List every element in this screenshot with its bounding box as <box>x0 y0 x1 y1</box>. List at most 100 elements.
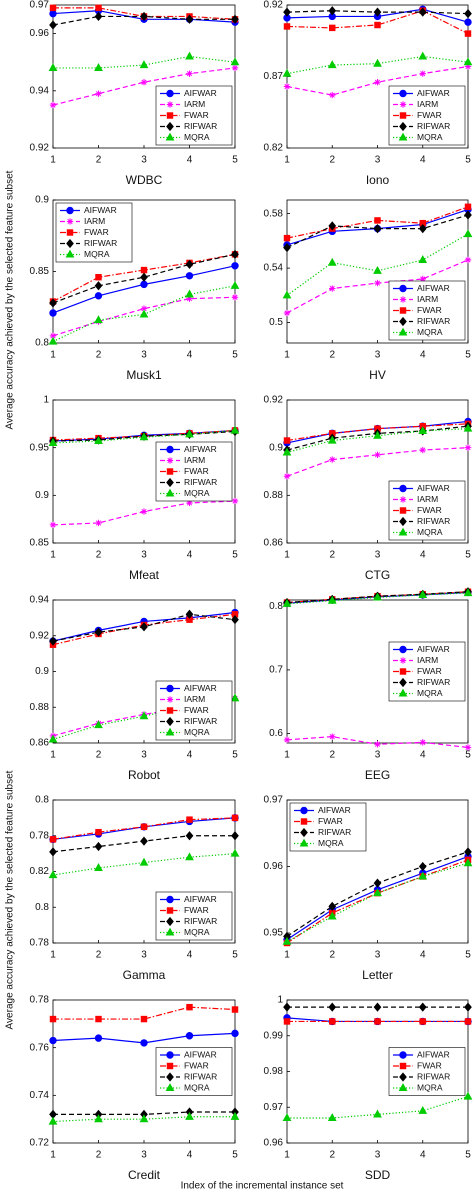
y-tick-label: 0.92 <box>30 630 50 641</box>
marker <box>399 316 407 327</box>
marker <box>328 6 337 16</box>
marker <box>463 229 473 238</box>
marker <box>282 290 292 299</box>
marker <box>329 91 336 99</box>
y-tick-label: 0.6 <box>269 728 283 739</box>
legend-label: AIFWAR <box>84 205 117 215</box>
marker <box>464 8 472 19</box>
marker <box>300 827 308 838</box>
legend-label: AIFWAR <box>417 283 450 293</box>
marker <box>328 221 337 231</box>
marker <box>165 1083 175 1092</box>
x-tick-label: 5 <box>465 1150 471 1161</box>
marker <box>283 83 291 90</box>
marker <box>418 590 428 598</box>
x-tick-label: 1 <box>50 155 56 166</box>
marker <box>231 497 239 505</box>
marker <box>66 229 74 236</box>
legend-label: FWAR <box>184 905 209 915</box>
y-tick-label: 0.95 <box>264 928 284 939</box>
marker <box>230 848 240 857</box>
marker <box>399 1062 407 1070</box>
x-tick-label: 1 <box>50 950 56 961</box>
marker <box>231 262 239 270</box>
marker <box>186 70 193 77</box>
marker <box>398 688 408 697</box>
marker <box>283 243 291 253</box>
marker <box>398 527 408 536</box>
marker <box>49 4 57 12</box>
marker <box>185 51 194 60</box>
subplot-title: EEG <box>365 768 390 782</box>
marker <box>329 285 336 292</box>
x-tick-label: 2 <box>329 350 335 361</box>
marker <box>166 716 174 727</box>
marker <box>166 121 174 132</box>
marker <box>140 823 148 831</box>
y-tick-label: 0.82 <box>264 143 284 154</box>
marker <box>329 456 336 463</box>
legend-label: IARM <box>417 99 438 109</box>
legend-label: FWAR <box>84 227 109 237</box>
series-line <box>286 447 469 477</box>
marker <box>166 468 174 475</box>
marker <box>166 707 174 714</box>
y-tick-label: 0.98 <box>264 1066 284 1077</box>
marker <box>399 101 407 108</box>
marker <box>49 1015 57 1023</box>
x-tick-label: 1 <box>284 1150 290 1161</box>
legend-label: AIFWAR <box>318 805 351 815</box>
marker <box>94 627 103 637</box>
legend-label: MQRA <box>417 527 443 537</box>
marker <box>373 1109 382 1118</box>
x-tick-label: 2 <box>96 350 102 361</box>
series-line <box>286 423 469 442</box>
marker <box>464 847 472 857</box>
marker <box>283 473 291 480</box>
legend-label: AIFWAR <box>417 483 450 493</box>
legend-label: MQRA <box>417 688 443 698</box>
legend-label: IARM <box>417 655 438 665</box>
marker <box>373 223 382 234</box>
y-tick-label: 0.92 <box>30 143 50 154</box>
marker <box>139 857 149 866</box>
marker <box>463 1091 473 1100</box>
y-tick-label: 0.78 <box>30 938 50 949</box>
marker <box>166 457 174 464</box>
marker <box>374 79 381 86</box>
x-tick-label: 5 <box>465 155 471 166</box>
marker <box>419 739 426 746</box>
marker <box>94 11 103 22</box>
legend-label: RIFWAR <box>184 477 217 487</box>
y-tick-label: 0.96 <box>264 1138 284 1149</box>
x-tick-label: 2 <box>96 550 102 561</box>
marker <box>66 206 74 215</box>
x-tick-label: 3 <box>375 550 381 561</box>
x-tick-label: 4 <box>420 750 426 761</box>
y-tick-label: 0.76 <box>30 1042 50 1053</box>
marker <box>328 901 337 912</box>
legend-label: IARM <box>184 455 205 465</box>
marker <box>399 516 407 527</box>
x-tick-label: 1 <box>50 1150 56 1161</box>
legend-label: MQRA <box>184 727 210 737</box>
marker <box>166 684 174 693</box>
x-tick-label: 5 <box>232 950 238 961</box>
x-tick-label: 3 <box>375 350 381 361</box>
subplot-title: Letter <box>362 968 393 982</box>
marker <box>327 257 337 266</box>
series-line <box>52 817 236 840</box>
marker <box>299 838 309 847</box>
marker <box>95 828 102 836</box>
marker <box>185 852 194 861</box>
marker <box>283 1002 291 1012</box>
marker <box>282 447 292 456</box>
x-tick-label: 2 <box>96 155 102 166</box>
marker <box>327 911 337 920</box>
y-tick-label: 0.78 <box>30 995 50 1006</box>
marker <box>166 112 174 119</box>
marker <box>95 90 102 97</box>
marker <box>463 858 473 867</box>
marker <box>283 1018 291 1025</box>
